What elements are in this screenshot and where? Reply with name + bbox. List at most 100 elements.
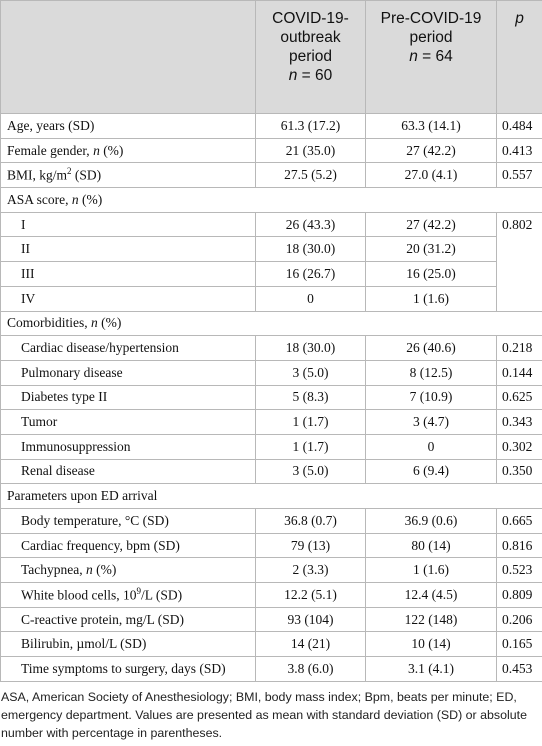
italic-text: n bbox=[91, 315, 98, 331]
text: (%) bbox=[92, 562, 117, 578]
row-label: Diabetes type II bbox=[0, 384, 256, 411]
p-value: 0.557 bbox=[496, 162, 542, 189]
text: (SD) bbox=[71, 167, 102, 183]
header-cell: COVID-19-outbreak period n = 60 bbox=[255, 0, 366, 114]
p-value: 0.218 bbox=[496, 335, 542, 361]
superscript: 9 bbox=[136, 586, 141, 597]
cell-value: 0 bbox=[255, 285, 366, 312]
cell-value: 27 (42.2) bbox=[365, 211, 497, 238]
text: Bilirubin, µmol/L (SD) bbox=[21, 636, 147, 652]
header-cell bbox=[0, 0, 256, 114]
text: Renal disease bbox=[21, 463, 95, 479]
text: Diabetes type II bbox=[21, 389, 108, 405]
text: Female gender, bbox=[7, 142, 94, 158]
text: Parameters upon ED arrival bbox=[7, 488, 158, 504]
row-label: White blood cells, 109/L (SD) bbox=[0, 582, 256, 608]
row-label: Pulmonary disease bbox=[0, 359, 256, 386]
section-row: ASA score, n (%) bbox=[0, 187, 542, 213]
cell-value: 16 (26.7) bbox=[255, 261, 366, 287]
cell-value: 93 (104) bbox=[255, 606, 366, 633]
p-value: 0.165 bbox=[496, 631, 542, 658]
text: = 60 bbox=[297, 67, 333, 84]
header-title: p bbox=[503, 9, 536, 28]
text: C-reactive protein, mg/L (SD) bbox=[21, 611, 184, 627]
text: Immunosuppression bbox=[21, 438, 131, 454]
table-row: IV 0 1 (1.6) bbox=[0, 285, 542, 312]
table-body: Age, years (SD) 61.3 (17.2) 63.3 (14.1) 0.4… bbox=[0, 113, 542, 682]
cell-value: 79 (13) bbox=[255, 532, 366, 559]
table-row: Renal disease 3 (5.0) 6 (9.4) 0.350 bbox=[0, 458, 542, 485]
table: COVID-19-outbreak period n = 60 Pre-COVID-… bbox=[0, 0, 542, 682]
row-label: IV bbox=[0, 285, 256, 312]
text: /L (SD) bbox=[140, 587, 183, 603]
p-value: 0.350 bbox=[496, 458, 542, 485]
table-row: Diabetes type II 5 (8.3) 7 (10.9) 0.625 bbox=[0, 384, 542, 411]
p-value: 0.665 bbox=[496, 508, 542, 534]
p-value: 0.802 bbox=[496, 211, 542, 312]
row-label: Cardiac frequency, bpm (SD) bbox=[0, 532, 256, 559]
cell-value: 27.0 (4.1) bbox=[365, 162, 497, 189]
p-value: 0.144 bbox=[496, 359, 542, 386]
row-label: Time symptoms to surgery, days (SD) bbox=[0, 656, 256, 682]
text: Pulmonary disease bbox=[21, 364, 123, 380]
text: (%) bbox=[97, 315, 122, 331]
text: II bbox=[21, 241, 30, 257]
header-title: Pre-COVID-19 period bbox=[372, 9, 490, 47]
text: IV bbox=[21, 290, 36, 306]
superscript: 2 bbox=[67, 166, 72, 177]
p-value: 0.809 bbox=[496, 582, 542, 608]
cell-value: 12.4 (4.5) bbox=[365, 582, 497, 608]
cell-value: 14 (21) bbox=[255, 631, 366, 658]
p-value: 0.816 bbox=[496, 532, 542, 559]
table-row: BMI, kg/m2 (SD) 27.5 (5.2) 27.0 (4.1) 0.557 bbox=[0, 162, 542, 189]
section-label: Parameters upon ED arrival bbox=[0, 483, 542, 509]
cell-value: 7 (10.9) bbox=[365, 384, 497, 411]
cell-value: 26 (43.3) bbox=[255, 211, 366, 238]
italic-text: n bbox=[409, 48, 418, 65]
table-row: Bilirubin, µmol/L (SD) 14 (21) 10 (14) 0.16… bbox=[0, 631, 542, 658]
row-label: I bbox=[0, 211, 256, 238]
cell-value: 36.9 (0.6) bbox=[365, 508, 497, 534]
p-value: 0.453 bbox=[496, 656, 542, 682]
text: White blood cells, 10 bbox=[21, 587, 137, 603]
section-label: ASA score, n (%) bbox=[0, 187, 542, 213]
cell-value: 61.3 (17.2) bbox=[255, 113, 366, 139]
text: Cardiac frequency, bpm (SD) bbox=[21, 537, 180, 553]
cell-value: 3 (5.0) bbox=[255, 359, 366, 386]
italic-text: n bbox=[93, 142, 100, 158]
header-cell: Pre-COVID-19 period n = 64 bbox=[365, 0, 497, 114]
cell-value: 10 (14) bbox=[365, 631, 497, 658]
table-row: C-reactive protein, mg/L (SD) 93 (104) 122… bbox=[0, 606, 542, 633]
cell-value: 1 (1.6) bbox=[365, 557, 497, 584]
table-row: Cardiac frequency, bpm (SD) 79 (13) 80 (14… bbox=[0, 532, 542, 559]
text: COVID-19-outbreak period bbox=[272, 10, 349, 65]
row-label: Body temperature, °C (SD) bbox=[0, 508, 256, 534]
section-row: Comorbidities, n (%) bbox=[0, 310, 542, 337]
cell-value: 3 (5.0) bbox=[255, 458, 366, 485]
cell-value: 0 bbox=[365, 433, 497, 460]
text: (%) bbox=[78, 191, 103, 207]
table-row: Tachypnea, n (%) 2 (3.3) 1 (1.6) 0.523 bbox=[0, 557, 542, 584]
header-row: COVID-19-outbreak period n = 60 Pre-COVID-… bbox=[0, 0, 542, 114]
header-cell: p bbox=[496, 0, 542, 114]
row-label: Female gender, n (%) bbox=[0, 137, 256, 164]
cell-value: 1 (1.6) bbox=[365, 285, 497, 312]
cell-value: 5 (8.3) bbox=[255, 384, 366, 411]
cell-value: 1 (1.7) bbox=[255, 433, 366, 460]
p-value: 0.206 bbox=[496, 606, 542, 633]
italic-text: n bbox=[288, 67, 298, 84]
cell-value: 63.3 (14.1) bbox=[365, 113, 497, 139]
header-n: n = 60 bbox=[262, 66, 359, 85]
cell-value: 6 (9.4) bbox=[365, 458, 497, 485]
row-label: II bbox=[0, 236, 256, 263]
italic-text: n bbox=[71, 191, 79, 207]
cell-value: 20 (31.2) bbox=[365, 236, 497, 263]
table-row: Pulmonary disease 3 (5.0) 8 (12.5) 0.144 bbox=[0, 359, 542, 386]
cell-value: 26 (40.6) bbox=[365, 335, 497, 361]
text: ASA score, bbox=[7, 191, 72, 207]
cell-value: 3 (4.7) bbox=[365, 409, 497, 435]
p-value: 0.625 bbox=[496, 384, 542, 411]
table-row: Body temperature, °C (SD) 36.8 (0.7) 36.9 … bbox=[0, 508, 542, 534]
cell-value: 2 (3.3) bbox=[255, 557, 366, 584]
